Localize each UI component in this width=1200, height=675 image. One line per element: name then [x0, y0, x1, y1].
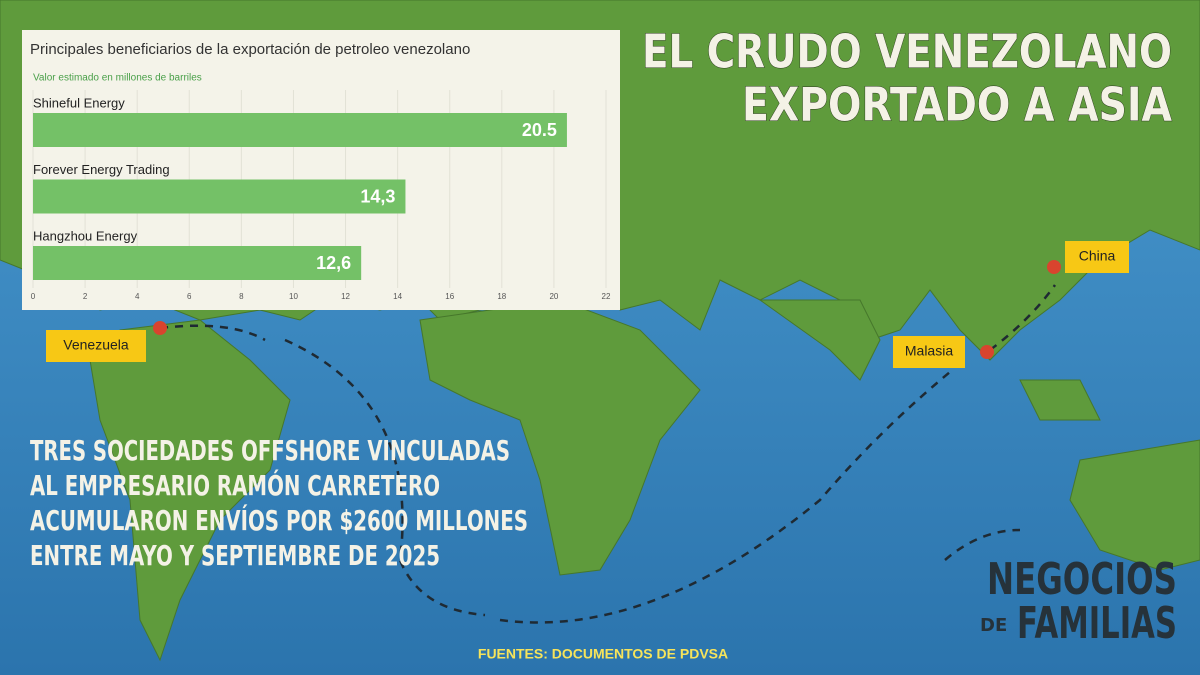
source: FUENTES: DOCUMENTOS DE PDVSA [478, 646, 728, 662]
place-label: China [1079, 248, 1116, 264]
bar [33, 246, 362, 280]
body-text: ACUMULARON ENVÍOS POR $2600 MILLONES [30, 503, 528, 537]
x-tick-label: 2 [83, 292, 88, 301]
x-tick-label: 10 [289, 292, 298, 301]
x-tick-label: 20 [549, 292, 558, 301]
brand: NEGOCIOS [987, 554, 1177, 605]
brand: FAMILIAS [1017, 598, 1177, 649]
x-tick-label: 12 [341, 292, 350, 301]
markers [153, 260, 1061, 359]
x-tick-label: 22 [602, 292, 611, 301]
x-tick-label: 6 [187, 292, 192, 301]
x-tick-label: 8 [239, 292, 244, 301]
brand: DE [980, 615, 1007, 636]
category-label: Hangzhou Energy [33, 228, 138, 243]
value-label: 14,3 [360, 186, 395, 206]
x-tick-label: 14 [393, 292, 402, 301]
value-label: 12,6 [316, 253, 351, 273]
x-tick-label: 16 [445, 292, 454, 301]
place-label: Malasia [905, 343, 953, 359]
place-label: Venezuela [63, 337, 129, 353]
body-text: AL EMPRESARIO RAMÓN CARRETERO [30, 468, 440, 502]
place-box [46, 330, 146, 362]
x-tick-label: 4 [135, 292, 140, 301]
x-tick-label: 0 [31, 292, 36, 301]
chart: Principales beneficiarios de la exportac… [22, 30, 620, 310]
headline: EXPORTADO A ASIA [742, 78, 1172, 132]
bar [33, 179, 406, 214]
category-label: Forever Energy Trading [33, 162, 170, 177]
headline: EL CRUDO VENEZOLANO [642, 25, 1172, 79]
chart-subtitle: Valor estimado en millones de barriles [33, 73, 202, 84]
x-tick-label: 18 [497, 292, 506, 301]
category-label: Shineful Energy [33, 95, 125, 110]
place-box [1065, 241, 1129, 273]
body-text: ENTRE MAYO Y SEPTIEMBRE DE 2025 [30, 539, 440, 572]
route [159, 284, 1057, 624]
bar [33, 113, 567, 147]
body-text: TRES SOCIEDADES OFFSHORE VINCULADAS [30, 434, 510, 467]
place-box [893, 336, 965, 368]
value-label: 20.5 [522, 120, 557, 140]
chart-title: Principales beneficiarios de la exportac… [30, 41, 470, 58]
